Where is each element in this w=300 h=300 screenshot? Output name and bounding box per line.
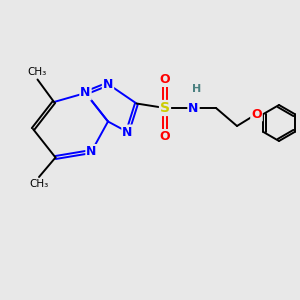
Text: H: H bbox=[192, 83, 201, 94]
Text: CH₃: CH₃ bbox=[28, 67, 47, 77]
Text: N: N bbox=[80, 86, 91, 100]
Text: N: N bbox=[86, 145, 97, 158]
Text: O: O bbox=[160, 73, 170, 86]
Text: S: S bbox=[160, 101, 170, 115]
Text: O: O bbox=[160, 130, 170, 143]
Text: N: N bbox=[188, 101, 199, 115]
Text: N: N bbox=[103, 77, 113, 91]
Text: O: O bbox=[251, 107, 262, 121]
Text: CH₃: CH₃ bbox=[29, 178, 49, 189]
Text: N: N bbox=[122, 125, 133, 139]
